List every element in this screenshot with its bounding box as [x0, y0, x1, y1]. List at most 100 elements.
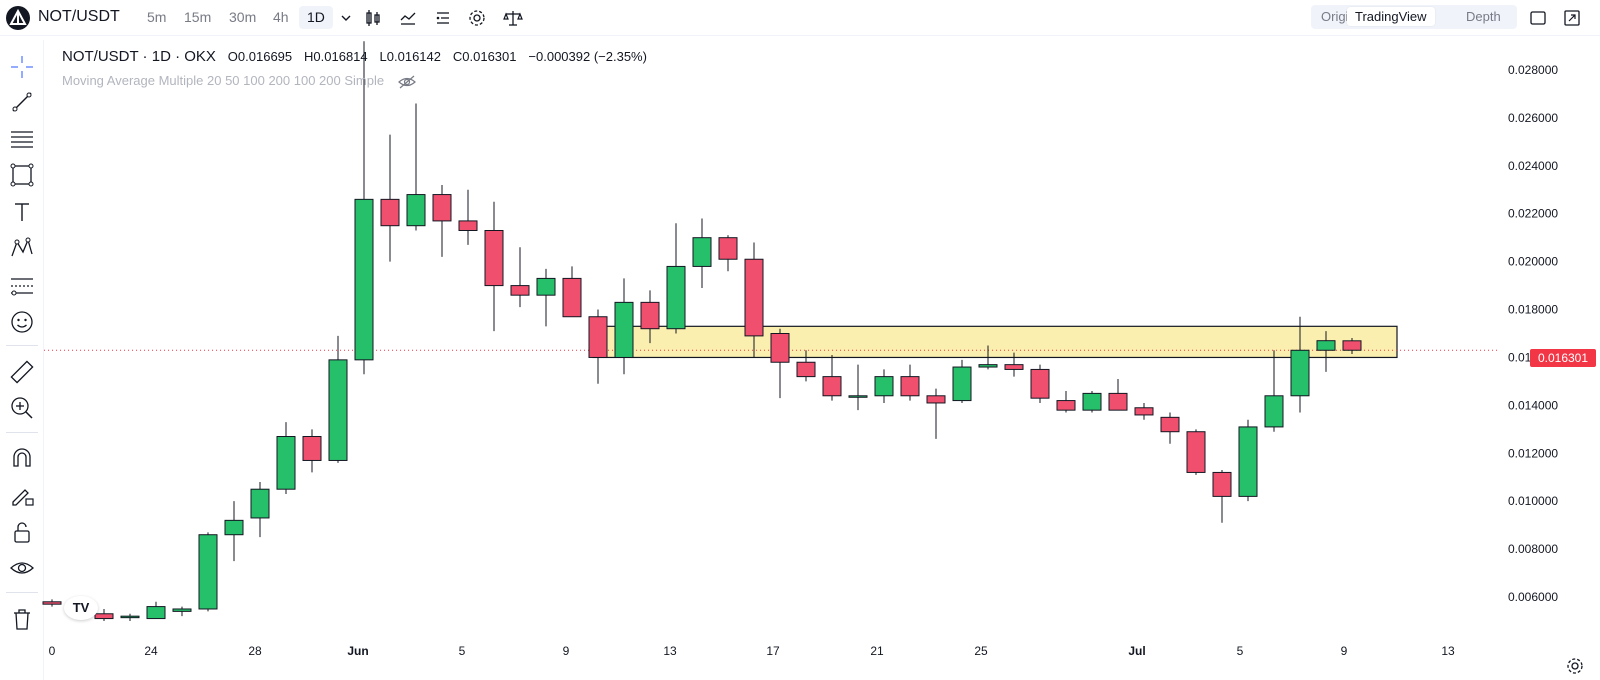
- ruler-icon[interactable]: [8, 358, 36, 386]
- candle-body: [874, 376, 894, 397]
- date-axis-label: 5: [1237, 644, 1244, 658]
- legend-low: L0.016142: [379, 49, 441, 64]
- lock-icon[interactable]: [8, 518, 36, 546]
- candle-body: [302, 436, 322, 461]
- symbol-name[interactable]: NOT/USDT: [38, 8, 120, 25]
- legend-change: −0.000392 (−2.35%): [528, 49, 647, 64]
- text-icon[interactable]: [8, 198, 36, 226]
- crosshair-icon[interactable]: [8, 53, 36, 81]
- price-axis-label: 0.022000: [1508, 207, 1558, 221]
- candle-body: [484, 229, 504, 287]
- legend-high: H0.016814: [304, 49, 368, 64]
- trendline-icon[interactable]: [8, 88, 36, 116]
- settings-icon[interactable]: [467, 8, 487, 28]
- legend-close: C0.016301: [452, 49, 517, 64]
- zoom-in-icon[interactable]: [8, 394, 36, 422]
- date-axis-label: 21: [870, 644, 884, 658]
- eye-icon[interactable]: [8, 554, 36, 582]
- price-axis-label: 0.012000: [1508, 446, 1558, 460]
- chevron-down-icon[interactable]: [336, 8, 356, 28]
- timeframe-4h[interactable]: 4h: [273, 9, 289, 25]
- candle-body: [276, 436, 296, 490]
- candle-body: [666, 265, 686, 330]
- candle-body: [1082, 392, 1102, 411]
- timeframe-30m[interactable]: 30m: [229, 9, 257, 25]
- layout-icon[interactable]: [433, 8, 453, 28]
- tradingview-logo[interactable]: TV: [64, 596, 98, 620]
- current-price-badge: 0.016301: [1530, 349, 1596, 367]
- candle-body: [146, 606, 166, 620]
- rectangle-icon[interactable]: [8, 161, 36, 189]
- date-axis-label: 0: [49, 644, 56, 658]
- candle-body: [640, 301, 660, 330]
- price-axis-label: 0.026000: [1508, 111, 1558, 125]
- date-axis-label: 25: [974, 644, 988, 658]
- candle-body: [718, 237, 738, 260]
- candle-body: [822, 376, 842, 397]
- view-depth-tab[interactable]: Depth: [1466, 9, 1501, 24]
- window-icon[interactable]: [1528, 8, 1548, 28]
- date-axis-label: 24: [144, 644, 158, 658]
- chart-legend: NOT/USDT · 1D · OKX O0.016695 H0.016814 …: [62, 48, 647, 89]
- candle-body: [1342, 340, 1362, 351]
- toolbar-divider: [6, 592, 38, 593]
- candle-body: [432, 194, 452, 222]
- toolbar-divider: [6, 345, 38, 346]
- toolbar-divider: [6, 432, 38, 433]
- candle-body: [978, 364, 998, 368]
- candles-icon[interactable]: [363, 8, 383, 28]
- indicator-label[interactable]: Moving Average Multiple 20 50 100 200 10…: [62, 73, 385, 88]
- candle-body: [1004, 364, 1024, 370]
- price-axis-label: 0.014000: [1508, 398, 1558, 412]
- candle-body: [588, 316, 608, 358]
- candle-body: [744, 258, 764, 337]
- trash-icon[interactable]: [8, 605, 36, 633]
- candle-body: [354, 198, 374, 361]
- view-tradingview-tab[interactable]: TradingView: [1347, 7, 1435, 26]
- date-axis-label: 17: [766, 644, 780, 658]
- date-axis-label: 13: [1441, 644, 1455, 658]
- candle-body: [510, 285, 530, 296]
- legend-open: O0.016695: [227, 49, 293, 64]
- candle-body: [172, 608, 192, 612]
- prediction-icon[interactable]: [8, 271, 36, 299]
- pencil-lock-icon[interactable]: [8, 481, 36, 509]
- candle-body: [1212, 471, 1232, 497]
- candle-body: [536, 277, 556, 296]
- price-axis-label: 0.028000: [1508, 63, 1558, 77]
- token-logo-icon: [6, 6, 30, 30]
- candle-body: [1030, 368, 1050, 399]
- support-zone-rect: [592, 325, 1398, 359]
- timeframe-5m[interactable]: 5m: [147, 9, 167, 25]
- candle-body: [1316, 340, 1336, 351]
- candle-body: [198, 534, 218, 610]
- hide-indicator-icon[interactable]: [397, 75, 416, 89]
- magnet-icon[interactable]: [8, 444, 36, 472]
- candle-body: [250, 488, 270, 519]
- candle-body: [1238, 426, 1258, 497]
- candle-body: [1108, 392, 1128, 411]
- candle-body: [770, 333, 790, 363]
- chart-settings-icon[interactable]: [1566, 657, 1584, 675]
- candle-body: [562, 277, 582, 318]
- price-axis-label: 0.006000: [1508, 590, 1558, 604]
- timeframe-1d[interactable]: 1D: [299, 6, 333, 29]
- candle-body: [900, 376, 920, 397]
- price-axis-label: 0.024000: [1508, 159, 1558, 173]
- price-axis-label: 0.008000: [1508, 542, 1558, 556]
- compare-icon[interactable]: [503, 8, 523, 28]
- emoji-icon[interactable]: [8, 308, 36, 336]
- candle-body: [120, 615, 140, 619]
- pattern-icon[interactable]: [8, 234, 36, 262]
- candle-body: [952, 366, 972, 402]
- timeframe-15m[interactable]: 15m: [184, 9, 212, 25]
- indicators-icon[interactable]: [398, 8, 418, 28]
- candle-body: [458, 220, 478, 231]
- candle-body: [42, 601, 62, 605]
- fullscreen-icon[interactable]: [1562, 8, 1582, 28]
- fib-icon[interactable]: [8, 125, 36, 153]
- candle-body: [1056, 400, 1076, 411]
- price-axis-label: 0.010000: [1508, 494, 1558, 508]
- candle-body: [224, 519, 244, 536]
